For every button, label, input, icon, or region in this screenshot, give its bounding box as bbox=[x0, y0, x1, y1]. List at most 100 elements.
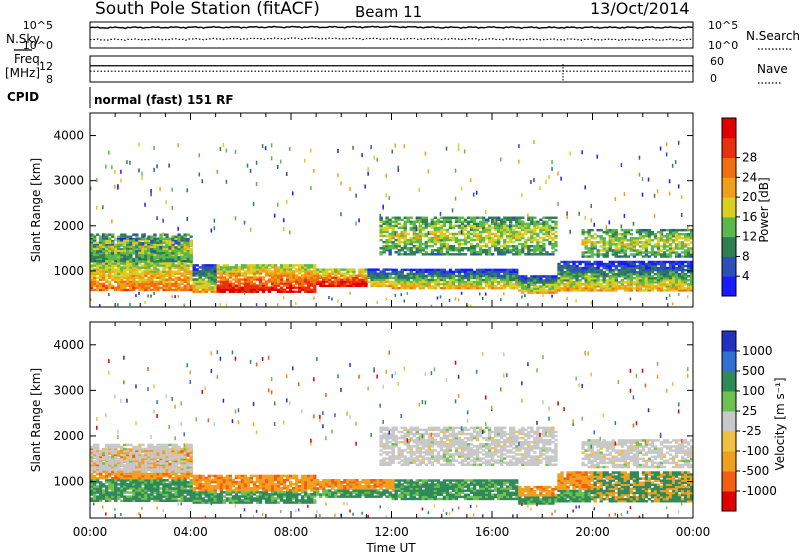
heatmap-cell bbox=[93, 476, 97, 480]
heatmap-cell bbox=[665, 268, 670, 272]
heatmap-cell bbox=[138, 272, 142, 275]
heatmap-cell bbox=[189, 239, 193, 242]
heatmap-cell bbox=[126, 248, 130, 251]
heatmap-cell bbox=[93, 489, 97, 492]
heatmap-cell bbox=[162, 272, 166, 275]
heatmap-cell bbox=[497, 228, 501, 232]
heatmap-cell bbox=[677, 292, 680, 296]
heatmap-cell bbox=[463, 228, 468, 232]
heatmap-cell bbox=[617, 260, 621, 264]
heatmap-cell bbox=[478, 278, 483, 282]
heatmap-cell bbox=[662, 239, 667, 242]
heatmap-cell bbox=[234, 280, 239, 283]
heatmap-cell bbox=[683, 268, 688, 272]
heatmap-cell bbox=[159, 251, 163, 255]
heatmap-cell bbox=[448, 268, 453, 272]
heatmap-cell bbox=[198, 274, 202, 277]
heatmap-cell bbox=[111, 464, 115, 467]
heatmap-cell bbox=[228, 266, 232, 269]
heatmap-cell bbox=[120, 487, 124, 490]
heatmap-cell bbox=[135, 476, 139, 480]
heatmap-cell bbox=[406, 291, 409, 295]
heatmap-cell bbox=[114, 468, 118, 471]
heatmap-cell bbox=[129, 453, 133, 457]
heatmap-cell bbox=[527, 249, 531, 252]
heatmap-cell bbox=[108, 487, 112, 490]
heatmap-cell bbox=[602, 264, 606, 268]
heatmap-cell bbox=[93, 447, 97, 451]
heatmap-cell bbox=[285, 264, 290, 267]
heatmap-cell bbox=[292, 270, 296, 273]
heatmap-cell bbox=[590, 218, 592, 223]
heatmap-cell bbox=[186, 253, 190, 257]
heatmap-cell bbox=[590, 281, 594, 284]
heatmap-cell bbox=[114, 449, 118, 453]
heatmap-cell bbox=[373, 280, 377, 284]
heatmap-cell bbox=[659, 235, 664, 238]
heatmap-cell bbox=[301, 280, 305, 283]
heatmap-cell bbox=[409, 268, 413, 272]
heatmap-cell bbox=[150, 288, 154, 292]
heatmap-cell bbox=[310, 282, 314, 285]
heatmap-cell bbox=[602, 281, 606, 284]
heatmap-cell bbox=[282, 270, 287, 273]
heatmap-cell bbox=[581, 268, 585, 272]
heatmap-cell bbox=[500, 218, 504, 221]
heatmap-cell bbox=[183, 264, 187, 267]
heatmap-cell bbox=[656, 249, 661, 252]
heatmap-cell bbox=[165, 245, 169, 249]
heatmap-cell bbox=[90, 466, 94, 469]
heatmap-cell bbox=[596, 260, 600, 264]
heatmap-cell bbox=[686, 243, 691, 246]
heatmap-cell bbox=[638, 237, 643, 240]
heatmap-cell bbox=[472, 232, 477, 236]
heatmap-cell bbox=[264, 286, 269, 289]
heatmap-cell bbox=[204, 272, 208, 275]
heatmap-cell bbox=[686, 225, 689, 230]
heatmap-cell bbox=[421, 232, 425, 236]
heatmap-cell bbox=[481, 296, 484, 300]
heatmap-cell bbox=[96, 489, 100, 492]
heatmap-cell bbox=[590, 235, 594, 238]
heatmap-cell bbox=[388, 284, 392, 288]
heatmap-cell bbox=[90, 464, 94, 468]
heatmap-cell bbox=[671, 233, 676, 236]
heatmap-cell bbox=[249, 264, 254, 267]
heatmap-cell bbox=[138, 142, 140, 147]
heatmap-cell bbox=[316, 282, 320, 286]
heatmap-cell bbox=[638, 230, 643, 234]
heatmap-cell bbox=[497, 216, 501, 219]
heatmap-cell bbox=[421, 249, 425, 252]
heatmap-cell bbox=[114, 495, 118, 498]
heatmap-cell bbox=[234, 276, 239, 279]
heatmap-cell bbox=[623, 243, 627, 246]
heatmap-cell bbox=[448, 276, 453, 280]
heatmap-cell bbox=[530, 253, 534, 256]
heatmap-cell bbox=[611, 277, 615, 280]
heatmap-cell bbox=[144, 284, 148, 288]
heatmap-cell bbox=[677, 289, 682, 292]
heatmap-cell bbox=[451, 232, 456, 236]
heatmap-cell bbox=[457, 216, 462, 219]
heatmap-cell bbox=[509, 284, 513, 288]
heatmap-cell bbox=[626, 233, 630, 236]
heatmap-cell bbox=[566, 266, 570, 270]
heatmap-cell bbox=[584, 289, 588, 292]
heatmap-cell bbox=[503, 270, 507, 274]
heatmap-cell bbox=[662, 264, 667, 268]
heatmap-cell bbox=[442, 232, 447, 236]
heatmap-cell bbox=[388, 196, 390, 201]
heatmap-cell bbox=[674, 233, 679, 236]
heatmap-cell bbox=[117, 443, 121, 447]
heatmap-cell bbox=[524, 226, 528, 230]
heatmap-cell bbox=[406, 286, 410, 290]
heatmap-cell bbox=[527, 253, 531, 256]
heatmap-cell bbox=[671, 287, 676, 290]
heatmap-cell bbox=[147, 257, 151, 261]
heatmap-cell bbox=[427, 240, 431, 244]
heatmap-cell bbox=[222, 142, 225, 147]
heatmap-cell bbox=[394, 247, 398, 250]
heatmap-cell bbox=[129, 284, 133, 288]
heatmap-cell bbox=[506, 280, 510, 284]
heatmap-cell bbox=[617, 249, 621, 252]
